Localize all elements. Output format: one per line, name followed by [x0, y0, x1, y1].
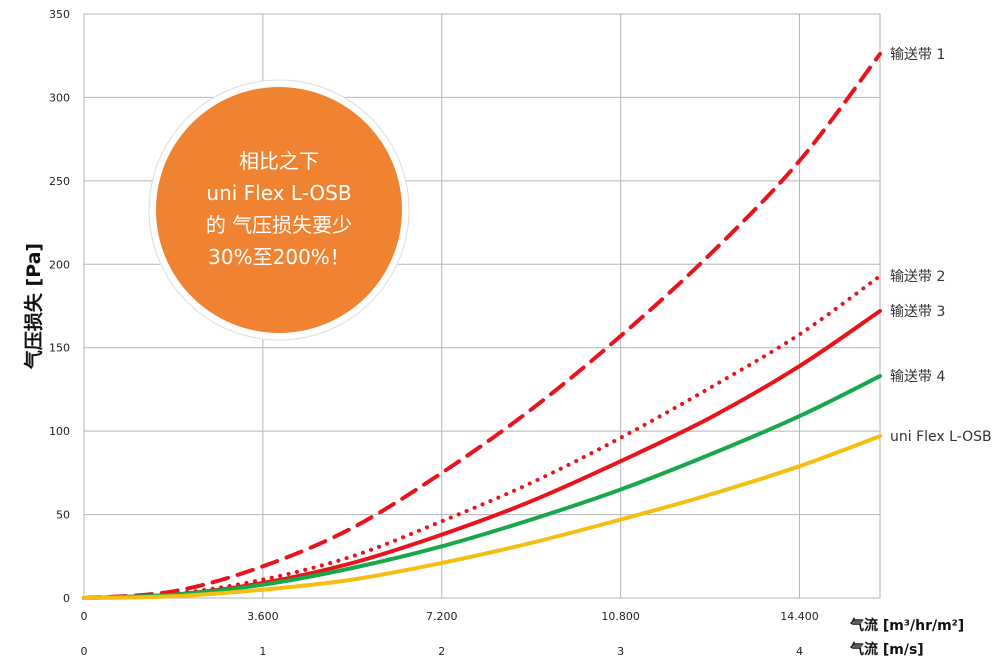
callout-badge: 相比之下 uni Flex L-OSB 的 气压损失要少 30%至200%！ — [148, 79, 410, 341]
x-tick-label-primary: 7.200 — [426, 610, 458, 623]
callout-line-2: uni Flex L-OSB — [206, 181, 351, 205]
y-axis-ticks: 0 50 100 150 200 250 300 350 — [49, 8, 70, 605]
callout-line-4: 30%至200%！ — [208, 245, 350, 269]
series-label-3: 输送带 3 — [890, 304, 945, 320]
x-tick-label-secondary: 3 — [617, 645, 624, 658]
series-label-2: 输送带 2 — [890, 269, 945, 285]
y-tick-label: 150 — [49, 342, 70, 355]
x-tick-label-primary: 0 — [81, 610, 88, 623]
x-tick-label-primary: 3.600 — [247, 610, 279, 623]
series-lines — [82, 52, 882, 600]
series-line-1 — [82, 52, 882, 600]
series-labels: 输送带 1 输送带 2 输送带 3 输送带 4 uni Flex L-OSB — [890, 47, 992, 445]
x-tick-label-secondary: 2 — [438, 645, 445, 658]
y-tick-label: 250 — [49, 175, 70, 188]
series-label-4: 输送带 4 — [890, 369, 945, 385]
x-tick-label-secondary: 1 — [259, 645, 266, 658]
x-tick-label-secondary: 0 — [81, 645, 88, 658]
y-axis-title: 气压损失 [Pa] — [22, 243, 45, 370]
series-label-1: 输送带 1 — [890, 47, 945, 63]
callout-circle — [156, 87, 402, 333]
x-axis-title-primary: 气流 [m³/hr/m²] — [849, 617, 964, 634]
callout-line-3: 的 气压损失要少 — [206, 213, 352, 237]
x-tick-label-primary: 10.800 — [601, 610, 640, 623]
y-tick-label: 300 — [49, 91, 70, 104]
x-axis-title-secondary: 气流 [m/s] — [849, 641, 924, 658]
y-tick-label: 0 — [63, 592, 70, 605]
x-tick-label-primary: 14.400 — [780, 610, 819, 623]
x-axis-ticks: 0 0 3.600 1 7.200 2 10.800 3 14.400 4 — [81, 610, 819, 658]
series-line-5 — [82, 434, 882, 600]
callout-line-1: 相比之下 — [239, 149, 319, 173]
series-line-4 — [82, 374, 882, 600]
y-tick-label: 200 — [49, 258, 70, 271]
y-tick-label: 50 — [56, 509, 70, 522]
series-line-2 — [82, 274, 882, 600]
x-tick-label-secondary: 4 — [796, 645, 803, 658]
series-label-5: uni Flex L-OSB — [890, 429, 992, 445]
y-tick-label: 100 — [49, 425, 70, 438]
y-tick-label: 350 — [49, 8, 70, 21]
